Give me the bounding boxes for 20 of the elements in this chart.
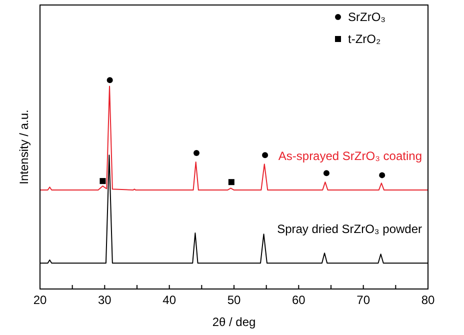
series-label: As-sprayed SrZrO₃ coating (278, 149, 422, 164)
x-tick-label: 50 (227, 293, 241, 307)
point (100, 178, 106, 184)
point (106, 77, 113, 84)
legend-label: SrZrO₃ (348, 10, 386, 24)
x-tick-label: 70 (356, 293, 370, 307)
x-tick-label: 30 (98, 293, 112, 307)
x-tick-label: 40 (162, 293, 176, 307)
x-tick-label: 80 (421, 293, 435, 307)
point (193, 150, 200, 156)
x-axis-title: 2θ / deg (212, 315, 256, 329)
legend-label: t-ZrO₂ (348, 32, 381, 46)
point (379, 172, 386, 178)
x-tick-label: 60 (292, 293, 306, 307)
point (228, 179, 234, 186)
y-axis-title: Intensity / a.u. (17, 110, 31, 184)
x-tick-label: 20 (33, 293, 47, 307)
point (323, 170, 330, 176)
point (262, 152, 268, 158)
series-label: Spray dried SrZrO₃ powder (277, 222, 422, 236)
